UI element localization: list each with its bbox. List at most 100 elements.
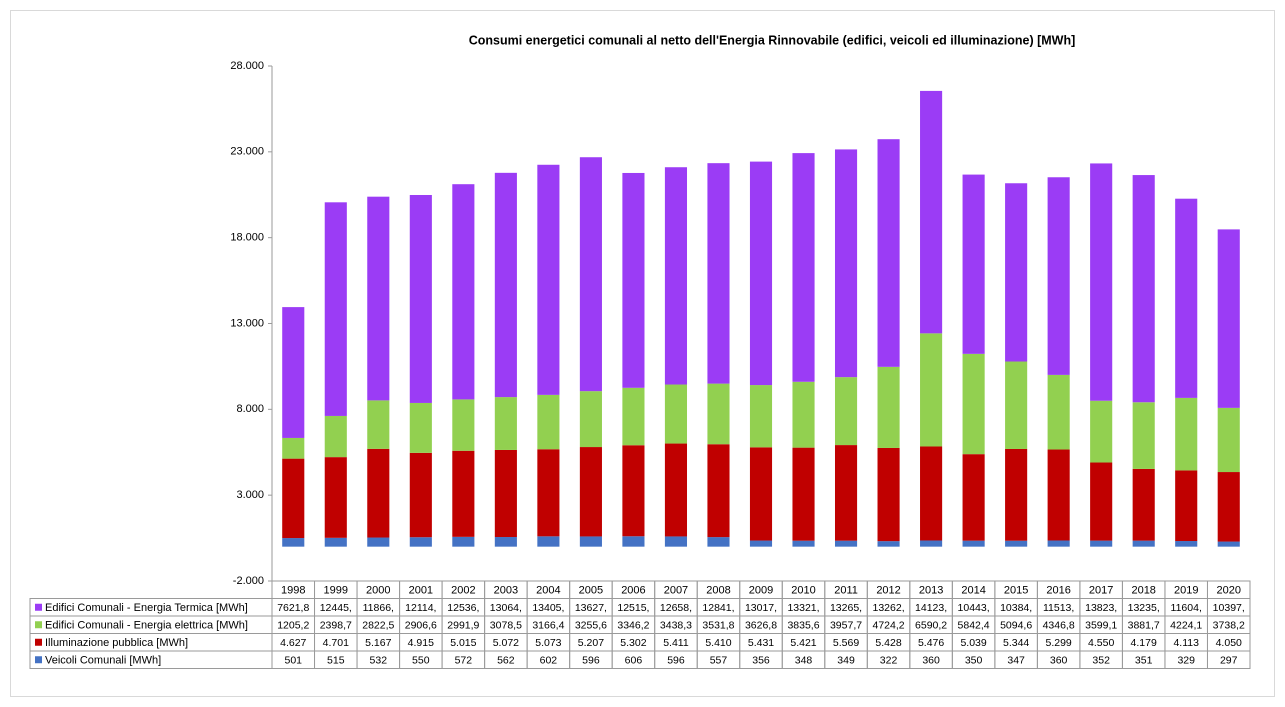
bar-segment <box>324 202 347 416</box>
y-tick-label: 23.000 <box>230 146 264 158</box>
y-tick-label: 8.000 <box>236 403 264 415</box>
y-tick-label: 3.000 <box>236 489 264 501</box>
data-label: 3881,7 <box>1128 620 1160 632</box>
x-tick-label: 2001 <box>409 585 433 597</box>
y-tick-label: 18.000 <box>230 232 264 244</box>
legend-swatch <box>35 603 42 611</box>
bar-segment <box>324 537 347 547</box>
data-label: 3738,2 <box>1213 620 1245 632</box>
data-label: 3346,2 <box>617 620 649 632</box>
data-label: 3078,5 <box>490 620 522 632</box>
data-label: 297 <box>1220 655 1238 667</box>
bar-segment <box>1132 402 1155 469</box>
bar-segment <box>579 157 602 392</box>
data-label: 5.410 <box>705 637 731 649</box>
bar-segment <box>1090 400 1113 463</box>
bar-segment <box>494 449 517 538</box>
data-label: 12658, <box>660 602 692 614</box>
data-label: 3957,7 <box>830 620 862 632</box>
data-label: 5.569 <box>833 637 859 649</box>
bar-segment <box>1005 540 1028 547</box>
bar-segment <box>1217 229 1240 408</box>
data-label: 515 <box>327 655 345 667</box>
bar-segment <box>367 196 390 401</box>
bar-segment <box>962 353 985 455</box>
bar-segment <box>409 537 432 547</box>
bar-segment <box>324 457 347 538</box>
data-label: 13321, <box>787 602 819 614</box>
data-label: 12445, <box>320 602 352 614</box>
bar-segment <box>1005 448 1028 541</box>
bar-segment <box>1132 468 1155 541</box>
data-label: 602 <box>540 655 558 667</box>
bar-segment <box>1047 449 1070 541</box>
bar-segment <box>367 448 390 538</box>
x-tick-label: 2012 <box>876 585 900 597</box>
bar-segment <box>282 437 305 459</box>
bar-segment <box>367 537 390 547</box>
data-label: 360 <box>922 655 940 667</box>
bar-segment <box>452 450 475 537</box>
x-tick-label: 2007 <box>664 585 688 597</box>
data-label: 5.411 <box>663 637 689 649</box>
data-label: 4.050 <box>1216 637 1242 649</box>
bar-segment <box>622 445 645 537</box>
bar-segment <box>749 161 773 386</box>
bar-segment <box>877 447 900 542</box>
data-label: 12114, <box>405 602 436 614</box>
bar-segment <box>1175 541 1198 547</box>
bar-segment <box>537 536 560 547</box>
data-label: 11513, <box>1043 602 1074 614</box>
x-tick-label: 2018 <box>1131 585 1155 597</box>
bar-segment <box>622 536 645 547</box>
data-label: 4.179 <box>1131 637 1157 649</box>
data-label: 596 <box>582 655 600 667</box>
legend-swatch <box>35 656 42 664</box>
data-label: 13265, <box>830 602 862 614</box>
data-label: 5.428 <box>875 637 901 649</box>
data-label: 4.915 <box>408 637 434 649</box>
bar-segment <box>920 540 943 547</box>
bar-segment <box>877 366 900 448</box>
bar-segment <box>877 139 900 367</box>
bar-segment <box>622 387 645 446</box>
data-label: 14123, <box>915 602 947 614</box>
data-label: 4.701 <box>323 637 349 649</box>
data-label: 5.344 <box>1003 637 1029 649</box>
bar-segment <box>664 384 688 444</box>
legend-label: Edifici Comunali - Energia Termica [MWh] <box>45 602 248 614</box>
bar-segment <box>1175 198 1198 398</box>
table-cell <box>1206 650 1251 669</box>
bar-segment <box>877 541 900 547</box>
bar-segment <box>537 164 560 395</box>
data-label: 4346,8 <box>1043 620 1075 632</box>
bar-segment <box>664 443 688 537</box>
bar-segment <box>707 163 730 384</box>
bar-segment <box>792 153 815 382</box>
data-label: 4.550 <box>1088 637 1114 649</box>
data-label: 347 <box>1007 655 1025 667</box>
x-tick-label: 2010 <box>791 585 815 597</box>
data-label: 11866, <box>363 602 394 614</box>
data-label: 5.421 <box>790 637 816 649</box>
x-tick-label: 1999 <box>324 585 348 597</box>
data-label: 3531,8 <box>702 620 734 632</box>
bar-segment <box>962 174 985 354</box>
x-tick-label: 2008 <box>706 585 730 597</box>
x-tick-label: 2005 <box>579 585 603 597</box>
data-label: 13017, <box>745 602 777 614</box>
data-label: 351 <box>1135 655 1153 667</box>
bar-segment <box>1132 175 1155 403</box>
data-label: 7621,8 <box>277 602 309 614</box>
legend-label: Illuminazione pubblica [MWh] <box>45 637 188 649</box>
x-tick-label: 2002 <box>451 585 475 597</box>
bar-segment <box>707 383 730 445</box>
bar-segment <box>282 307 305 438</box>
data-label: 13262, <box>873 602 905 614</box>
x-tick-label: 2013 <box>919 585 943 597</box>
bar-segment <box>282 458 305 539</box>
data-label: 13064, <box>490 602 522 614</box>
bar-segment <box>409 194 432 403</box>
x-tick-label: 2015 <box>1004 585 1028 597</box>
